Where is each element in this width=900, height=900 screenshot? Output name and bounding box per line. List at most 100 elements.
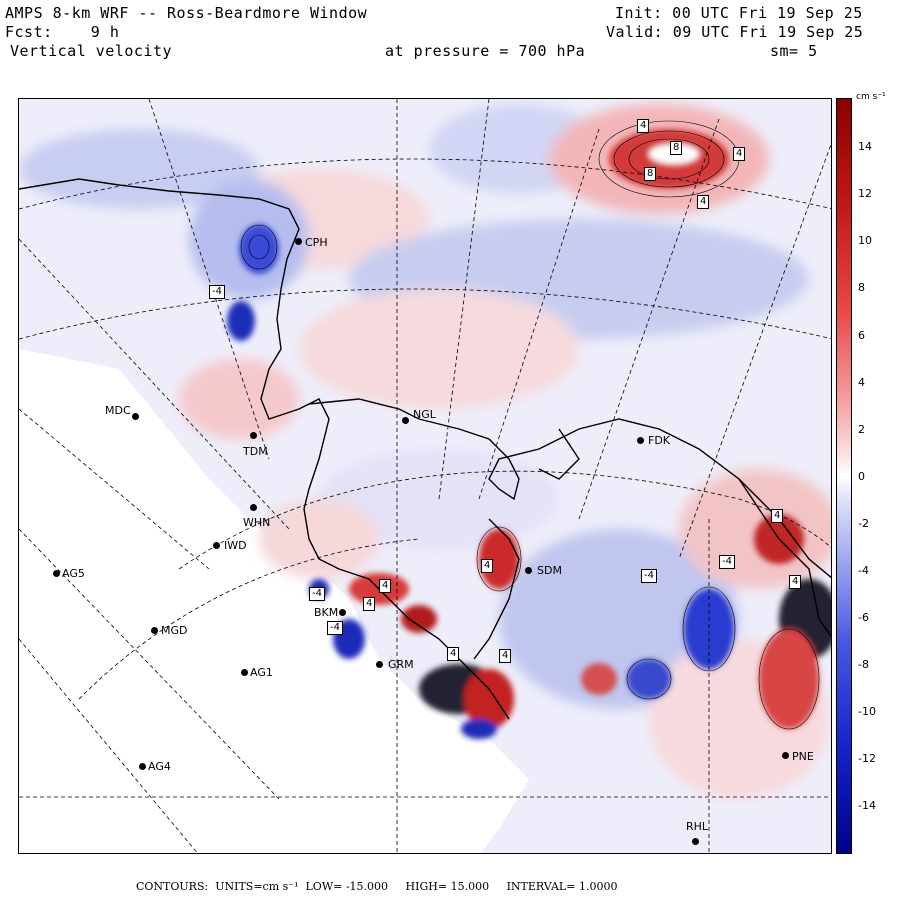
init-time: Init: 00 UTC Fri 19 Sep 25 <box>615 4 863 22</box>
coastline-east <box>308 398 831 579</box>
contour-label: -4 <box>327 621 343 635</box>
vertical-velocity-map <box>19 99 831 853</box>
station-dot <box>213 542 220 549</box>
downdraft-core <box>239 224 279 274</box>
meridian <box>678 143 831 560</box>
station-label-ag5: AG5 <box>62 567 85 580</box>
contour-label: 4 <box>499 649 512 663</box>
contour-label: 4 <box>771 509 784 523</box>
meridian <box>578 118 720 520</box>
forecast-label: Fcst: 9 h <box>5 23 119 41</box>
updraft-core <box>479 529 519 589</box>
pressure-value: 700 hPa <box>518 42 586 60</box>
updraft-core <box>464 669 514 729</box>
contour-ring <box>613 130 725 188</box>
contour-label: 4 <box>697 195 710 209</box>
station-dot <box>402 417 409 424</box>
meridian <box>478 128 600 500</box>
station-label-rhl: RHL <box>686 820 709 833</box>
colorbar <box>836 98 852 854</box>
shade-blob <box>19 129 259 209</box>
station-dot <box>250 432 257 439</box>
fcst-hours: 9 h <box>90 23 120 41</box>
field-cores <box>227 129 831 739</box>
contour-label: 8 <box>670 141 683 155</box>
station-dot <box>295 238 302 245</box>
contour-label: 4 <box>379 579 392 593</box>
parallel <box>19 288 831 340</box>
contour-info: CONTOURS: UNITS=cm s⁻¹ LOW= -15.000 HIGH… <box>136 880 617 893</box>
colorbar-tick: -6 <box>858 611 869 624</box>
colorbar-tick: 2 <box>858 423 865 436</box>
station-label-pne: PNE <box>792 750 814 763</box>
station-dot <box>139 763 146 770</box>
station-label-ag4: AG4 <box>148 760 171 773</box>
coastline-west <box>19 178 510 720</box>
updraft-core <box>401 605 437 633</box>
updraft-core <box>581 663 617 695</box>
meridian <box>148 99 270 460</box>
station-dot <box>376 661 383 668</box>
contour-ring <box>248 234 270 260</box>
contour-label: -4 <box>641 569 657 583</box>
smoothing: sm= 5 <box>770 42 818 60</box>
pressure-label-text: at pressure = <box>385 42 509 60</box>
station-dot <box>151 627 158 634</box>
field-name: Vertical velocity <box>10 42 173 60</box>
contour-label: 4 <box>733 147 746 161</box>
station-dot <box>339 609 346 616</box>
station-label-mdc: MDC <box>105 404 131 417</box>
meridian <box>19 408 210 570</box>
station-dot <box>241 669 248 676</box>
contour-label: -4 <box>209 285 225 299</box>
contour-label: 4 <box>637 119 650 133</box>
parallel <box>78 538 420 700</box>
coastline-far-east <box>738 478 831 638</box>
units-text: UNITS=cm s⁻¹ <box>215 880 299 893</box>
station-dot <box>250 504 257 511</box>
colorbar-tick: -14 <box>858 799 876 812</box>
downdraft-core <box>461 719 497 739</box>
shade-blob <box>179 359 299 439</box>
colorbar-units: cm s⁻¹ <box>856 92 886 102</box>
field-shading <box>19 104 831 799</box>
contour-ring <box>476 526 522 592</box>
contour-label: -4 <box>719 555 735 569</box>
high-value: HIGH= 15.000 <box>405 880 490 893</box>
contour-ring <box>682 586 736 672</box>
station-label-grm: GRM <box>388 658 414 671</box>
fcst-label-text: Fcst: <box>5 23 53 41</box>
colorbar-tick: 14 <box>858 140 872 153</box>
station-dot <box>53 570 60 577</box>
station-label-whn: WHN <box>243 516 271 529</box>
shade-blob <box>259 499 379 579</box>
colorbar-tick: -2 <box>858 517 869 530</box>
contour-ring <box>758 628 820 730</box>
station-label-ag1: AG1 <box>250 666 273 679</box>
colorbar-tick: 0 <box>858 470 865 483</box>
coastlines <box>19 178 831 720</box>
map-panel: -4 4 8 8 4 4 4 4 -4 -4 4 4 4 -4 -4 4 4 <box>18 98 832 854</box>
station-label-fdk: FDK <box>648 434 671 447</box>
shade-blob <box>299 289 579 409</box>
low-value: LOW= -15.000 <box>305 880 389 893</box>
interval-value: INTERVAL= 1.0000 <box>506 880 618 893</box>
colorbar-tick: 6 <box>858 329 865 342</box>
station-dot <box>692 838 699 845</box>
colorbar-tick: 8 <box>858 281 865 294</box>
colorbar-tick: -4 <box>858 564 869 577</box>
grounding-line <box>473 518 520 660</box>
pressure-level: at pressure = 700 hPa <box>385 42 585 60</box>
contour-ring <box>240 224 278 270</box>
station-dot <box>782 752 789 759</box>
contour-label: 4 <box>447 647 460 661</box>
station-label-tdm: TDM <box>243 445 268 458</box>
updraft-core <box>759 629 819 729</box>
downdraft-core <box>684 589 734 669</box>
station-dot <box>525 567 532 574</box>
colorbar-tick: -10 <box>858 705 876 718</box>
downdraft-core <box>627 659 671 699</box>
station-label-sdm: SDM <box>537 564 562 577</box>
shade-blob <box>319 449 559 549</box>
colorbar-tick: 10 <box>858 234 872 247</box>
